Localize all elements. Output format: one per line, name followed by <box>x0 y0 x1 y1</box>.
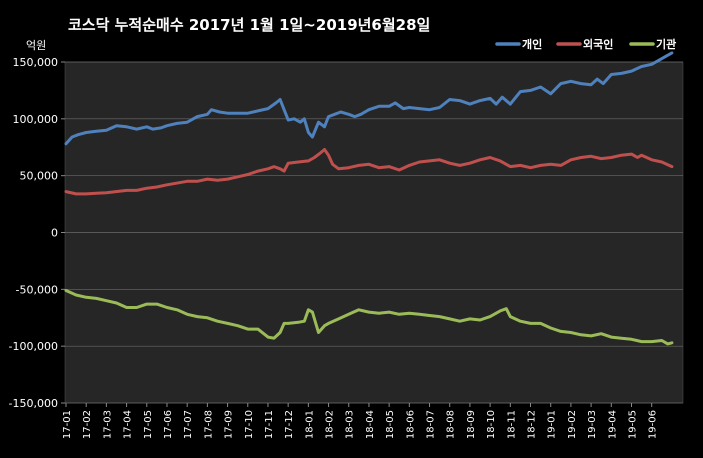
x-tick-label: 17-03 <box>102 410 113 439</box>
legend-label: 외국인 <box>583 37 613 51</box>
x-axis-ticks: 17-01 17-02 17-03 17-04 17-05 17-06 17-07 17-08… <box>62 403 659 439</box>
x-tick-label: 18-01 <box>304 410 315 439</box>
y-tick-label: 0 <box>51 227 58 240</box>
x-tick-label: 18-12 <box>527 410 538 439</box>
y-tick-label: -100,000 <box>9 340 58 353</box>
x-tick-label: 18-10 <box>486 410 497 439</box>
x-tick-label: 18-09 <box>466 410 477 439</box>
legend: 개인 외국인 기관 <box>495 37 676 51</box>
y-axis-ticks: 150,000 100,000 50,000 0 -50,000 -100,000 -150… <box>9 56 65 410</box>
x-tick-label: 18-03 <box>345 410 356 439</box>
y-tick-label: -50,000 <box>16 283 58 296</box>
x-tick-label: 18-08 <box>446 410 457 439</box>
series-line <box>64 148 674 196</box>
x-tick-label: 19-02 <box>567 410 578 439</box>
x-tick-label: 17-06 <box>163 410 174 439</box>
y-tick-label: 150,000 <box>13 56 59 69</box>
x-tick-label: 17-04 <box>123 410 134 439</box>
legend-label: 개인 <box>522 37 542 51</box>
x-tick-label: 17-11 <box>264 410 275 439</box>
x-tick-label: 17-08 <box>203 410 214 439</box>
x-tick-label: 19-05 <box>627 410 638 439</box>
gridlines <box>65 61 683 404</box>
chart-title: 코스닥 누적순매수 2017년 1월 1일~2019년6월28일 <box>68 16 430 34</box>
x-tick-label: 17-09 <box>224 410 235 439</box>
x-tick-label: 17-10 <box>244 410 255 439</box>
x-tick-label: 18-05 <box>385 410 396 439</box>
x-tick-label: 18-07 <box>426 410 437 439</box>
legend-label: 기관 <box>656 37 676 51</box>
x-tick-label: 18-02 <box>325 410 336 439</box>
x-tick-label: 18-04 <box>365 410 376 439</box>
series-lines <box>64 51 674 346</box>
series-line <box>64 51 674 146</box>
y-tick-label: 50,000 <box>20 170 59 183</box>
x-tick-label: 17-05 <box>143 410 154 439</box>
x-tick-label: 17-12 <box>284 410 295 439</box>
x-tick-label: 18-06 <box>405 410 416 439</box>
y-tick-label: 100,000 <box>13 113 59 126</box>
y-axis-label: 억원 <box>26 39 46 52</box>
x-tick-label: 19-04 <box>607 410 618 439</box>
x-tick-label: 17-01 <box>62 410 73 439</box>
x-tick-label: 19-01 <box>547 410 558 439</box>
x-tick-label: 18-11 <box>506 410 517 439</box>
series-line <box>64 289 674 346</box>
x-tick-label: 19-06 <box>648 410 659 439</box>
y-tick-label: -150,000 <box>9 397 58 410</box>
x-tick-label: 19-03 <box>587 410 598 439</box>
x-tick-label: 17-07 <box>183 410 194 439</box>
x-tick-label: 17-02 <box>82 410 93 439</box>
